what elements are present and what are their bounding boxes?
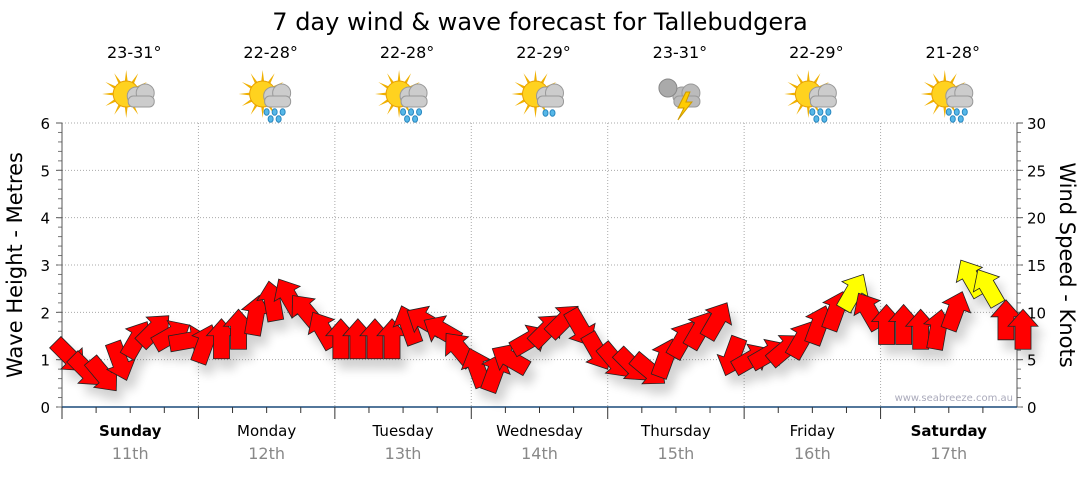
temperature-label: 23-31° bbox=[653, 43, 708, 62]
y-tick-label: 6 bbox=[40, 115, 50, 133]
y-tick-label: 0 bbox=[40, 399, 50, 417]
cloud bbox=[399, 83, 428, 108]
cloud bbox=[126, 83, 155, 108]
rain-drop bbox=[404, 115, 411, 123]
cloud-part bbox=[809, 95, 837, 108]
cloud-part bbox=[537, 95, 564, 108]
y-tick-label: 5 bbox=[40, 162, 50, 180]
partly-cloudy-icon bbox=[102, 70, 155, 118]
wind-arrow bbox=[940, 291, 972, 333]
cloud bbox=[945, 83, 974, 108]
rain-drop bbox=[275, 115, 282, 123]
y2-axis-label: Wind Speed - Knots bbox=[1055, 162, 1079, 367]
date-label: 13th bbox=[385, 444, 422, 463]
rain-drop bbox=[817, 108, 824, 116]
cloud-part bbox=[127, 95, 155, 108]
shower-icon bbox=[920, 70, 974, 123]
date-label: 15th bbox=[658, 444, 695, 463]
rain-drop bbox=[416, 108, 423, 116]
date-label: 12th bbox=[248, 444, 285, 463]
date-label: 17th bbox=[930, 444, 967, 463]
temperature-label: 23-31° bbox=[107, 43, 162, 62]
cloud-part bbox=[946, 95, 974, 108]
day-label: Monday bbox=[237, 422, 296, 440]
temperature-label: 22-29° bbox=[789, 43, 844, 62]
y2-tick-label: 30 bbox=[1027, 115, 1046, 133]
y2-tick-label: 5 bbox=[1027, 352, 1037, 370]
y-tick-label: 1 bbox=[40, 352, 50, 370]
cloud bbox=[808, 83, 837, 108]
y2-tick-label: 0 bbox=[1027, 399, 1037, 417]
shower-icon bbox=[238, 70, 292, 123]
cloud bbox=[263, 83, 292, 108]
light-shower-icon bbox=[511, 70, 564, 118]
chart-title: 7 day wind & wave forecast for Tallebudg… bbox=[272, 8, 807, 36]
date-label: 11th bbox=[112, 444, 149, 463]
cloud bbox=[536, 83, 564, 108]
storm-icon bbox=[658, 78, 701, 121]
day-label: Tuesday bbox=[372, 422, 434, 440]
y2-tick-label: 10 bbox=[1027, 304, 1046, 322]
rain-drop bbox=[825, 108, 832, 116]
date-label: 16th bbox=[794, 444, 831, 463]
y-tick-label: 3 bbox=[40, 257, 50, 275]
temperature-label: 22-28° bbox=[243, 43, 298, 62]
watermark: www.seabreeze.com.au bbox=[895, 393, 1013, 404]
rain-drop bbox=[408, 108, 415, 116]
y-axis-label: Wave Height - Metres bbox=[3, 152, 27, 378]
rain-drop bbox=[549, 109, 556, 117]
lightning-bolt bbox=[677, 91, 693, 121]
day-label: Thursday bbox=[640, 422, 711, 440]
rain-drop bbox=[279, 108, 286, 116]
rain-drop bbox=[267, 115, 274, 123]
cloud-part bbox=[400, 95, 428, 108]
temperature-label: 22-29° bbox=[516, 43, 571, 62]
rain-drop bbox=[945, 108, 952, 116]
cloud-part bbox=[264, 95, 292, 108]
rain-drop bbox=[953, 108, 960, 116]
rain-drop bbox=[949, 115, 956, 123]
rain-drop bbox=[400, 108, 407, 116]
y2-tick-label: 25 bbox=[1027, 162, 1046, 180]
temperature-label: 21-28° bbox=[926, 43, 981, 62]
date-label: 14th bbox=[521, 444, 558, 463]
wind-arrow bbox=[1007, 308, 1039, 350]
rain-drop bbox=[809, 108, 816, 116]
wind-arrow bbox=[699, 302, 733, 342]
rain-drop bbox=[412, 115, 419, 123]
rain-drop bbox=[813, 115, 820, 123]
cloud-part bbox=[658, 78, 678, 98]
shower-icon bbox=[784, 70, 837, 123]
y2-tick-label: 15 bbox=[1027, 257, 1046, 275]
day-label: Wednesday bbox=[496, 422, 583, 440]
rain-drop bbox=[961, 108, 968, 116]
wind-arrows bbox=[49, 259, 1039, 395]
rain-drop bbox=[957, 115, 964, 123]
cloud bbox=[658, 78, 701, 108]
y2-tick-label: 20 bbox=[1027, 210, 1046, 228]
rain-drop bbox=[263, 108, 270, 116]
y-tick-label: 4 bbox=[40, 210, 50, 228]
axes: 0 1 2 3 4 5 6 0 5 10 15 20 25 30 Sunday 11th Monday 12th T… bbox=[40, 115, 1046, 463]
day-label: Sunday bbox=[99, 422, 162, 440]
grid bbox=[62, 122, 1017, 407]
rain-drop bbox=[271, 108, 278, 116]
y-tick-label: 2 bbox=[40, 304, 50, 322]
temperature-label: 22-28° bbox=[380, 43, 435, 62]
day-label: Saturday bbox=[911, 422, 988, 440]
shower-icon bbox=[375, 70, 428, 123]
weather-icons: 23-31° 22-28° 22-28° 22-29° 23-31° 22-29° 21-2… bbox=[102, 43, 981, 123]
day-label: Friday bbox=[790, 422, 836, 440]
rain-drop bbox=[821, 115, 828, 123]
rain-drop bbox=[542, 109, 549, 117]
wind-arrow bbox=[972, 269, 1006, 309]
